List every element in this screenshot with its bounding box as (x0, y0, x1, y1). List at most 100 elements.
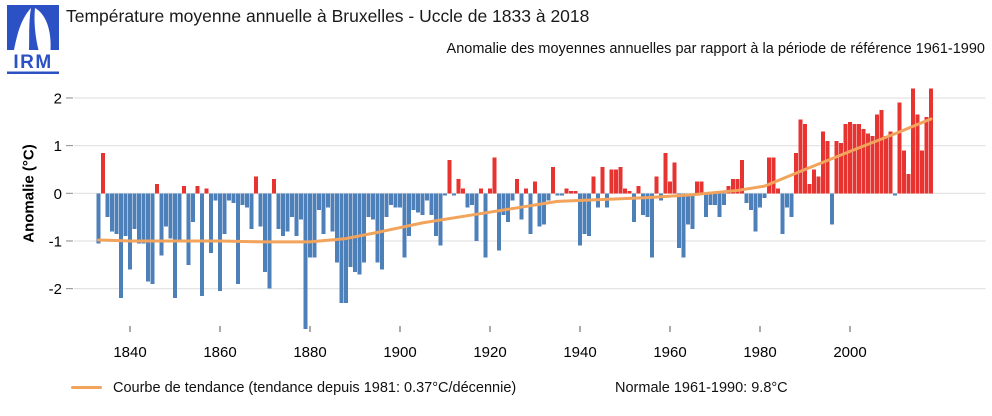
bar-1891 (357, 193, 362, 275)
bar-1895 (375, 193, 380, 263)
bar-1969 (708, 193, 713, 206)
bar-2013 (906, 174, 911, 194)
bar-2000 (848, 121, 852, 194)
bar-1939 (573, 190, 578, 194)
bar-1905 (420, 193, 425, 215)
bar-1945 (600, 167, 605, 194)
bar-1834 (101, 152, 105, 194)
bar-1859 (213, 193, 218, 201)
bar-1940 (578, 193, 582, 246)
bar-1996 (830, 193, 834, 225)
bar-1833 (96, 193, 101, 244)
bar-1872 (272, 178, 276, 194)
bar-1867 (249, 193, 254, 230)
bar-1870 (263, 193, 267, 272)
bar-1934 (551, 167, 555, 194)
bar-1929 (528, 193, 533, 234)
bar-2011 (897, 102, 902, 194)
bar-1992 (812, 169, 816, 194)
bar-1961 (672, 162, 677, 194)
bar-1907 (429, 193, 434, 215)
bar-1854 (191, 193, 195, 222)
bar-1999 (843, 124, 848, 194)
bar-1863 (231, 193, 236, 203)
bar-1936 (560, 193, 564, 196)
bar-1855 (195, 186, 200, 194)
bar-1904 (416, 193, 420, 213)
bar-1990 (803, 124, 807, 194)
bar-1837 (114, 193, 119, 234)
bar-1850 (173, 193, 177, 299)
bar-1991 (807, 183, 812, 194)
bar-1865 (240, 193, 245, 206)
bars-group (96, 88, 933, 330)
bar-1902 (407, 193, 411, 237)
bar-1873 (276, 193, 281, 230)
chart-title: Température moyenne annuelle à Bruxelles… (66, 6, 590, 26)
bar-2003 (861, 128, 866, 194)
bar-1843 (141, 193, 146, 244)
bar-2018 (929, 88, 933, 194)
bar-1993 (816, 176, 821, 194)
bar-1916 (470, 193, 474, 206)
bar-1983 (771, 157, 776, 194)
bar-2009 (888, 131, 893, 194)
legend-trend-label: Courbe de tendance (tendance depuis 1981… (113, 380, 517, 396)
bar-1885 (330, 193, 335, 232)
bar-1977 (744, 193, 749, 203)
bar-1932 (542, 193, 546, 225)
bar-2005 (870, 136, 875, 194)
trend-line-swatch (71, 386, 102, 389)
bar-1857 (204, 188, 209, 194)
irm-logo: IRM (7, 5, 59, 75)
bar-1938 (569, 190, 573, 194)
y-tick-label: -1 (49, 233, 62, 250)
bar-1912 (452, 193, 456, 196)
bar-1935 (555, 193, 560, 196)
bar-1956 (650, 193, 654, 258)
bar-1862 (227, 193, 231, 201)
bar-1841 (132, 193, 137, 230)
bar-1890 (353, 193, 357, 272)
bar-1851 (177, 193, 182, 241)
y-tick-label: 0 (54, 186, 62, 203)
bar-1888 (344, 193, 348, 303)
irm-logo-right-shape (34, 8, 51, 50)
bar-1852 (182, 186, 186, 194)
irm-logo-text: IRM (13, 52, 52, 73)
bar-1884 (326, 193, 330, 208)
bar-1963 (681, 193, 686, 258)
bar-1899 (393, 193, 398, 208)
bar-1987 (789, 193, 794, 218)
bar-1922 (497, 193, 501, 251)
bar-1838 (119, 193, 123, 299)
bar-1947 (609, 169, 614, 194)
bar-1943 (591, 176, 596, 194)
bar-1985 (780, 193, 785, 234)
bar-1868 (254, 176, 258, 194)
bar-1973 (726, 186, 731, 194)
x-tick-label: 1980 (743, 344, 776, 361)
bar-1995 (825, 140, 830, 194)
chart-subtitle: Anomalie des moyennes annuelles par rapp… (446, 41, 985, 57)
bar-1979 (753, 193, 758, 232)
bar-1955 (645, 193, 650, 218)
x-tick-label: 1960 (653, 344, 686, 361)
bar-1997 (834, 140, 839, 194)
bar-2002 (857, 124, 861, 194)
bar-1941 (582, 193, 587, 234)
bar-1920 (488, 188, 492, 194)
bar-1842 (137, 193, 141, 244)
bar-1903 (411, 193, 416, 210)
bar-1949 (618, 167, 623, 194)
bar-1931 (537, 193, 542, 227)
bar-1924 (506, 193, 510, 222)
bar-1847 (159, 193, 164, 256)
bar-2001 (852, 124, 857, 194)
bar-1980 (758, 193, 762, 208)
bar-1880 (308, 193, 312, 258)
bar-1866 (245, 193, 249, 208)
bar-1989 (798, 119, 803, 194)
